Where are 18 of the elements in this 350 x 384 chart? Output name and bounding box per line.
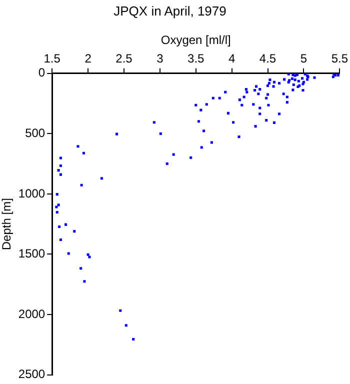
x-tick-label: 2	[84, 52, 92, 66]
x-tick-label: 5	[300, 52, 308, 66]
y-tick-label: 2500	[18, 367, 46, 382]
y-tick-label: 2000	[18, 306, 46, 321]
x-tick-label: 1.5	[44, 52, 61, 66]
x-tick-label: 4.5	[259, 52, 276, 66]
x-tick-label: 4	[228, 52, 236, 66]
x-tick-label: 2.5	[116, 52, 133, 66]
y-axis-title: Depth [m]	[0, 198, 14, 250]
y-tick-label: 500	[25, 126, 46, 140]
chart-title: JPQX in April, 1979	[114, 3, 226, 18]
x-tick-label: 3	[156, 52, 164, 66]
y-tick-label: 1500	[18, 246, 46, 261]
x-tick-label: 5.5	[331, 52, 348, 66]
y-tick-label: 1000	[18, 186, 46, 200]
y-tick-label: 0	[38, 66, 46, 80]
x-axis-title: Oxygen [ml/l]	[160, 33, 231, 48]
x-tick-label: 3.5	[188, 52, 205, 66]
